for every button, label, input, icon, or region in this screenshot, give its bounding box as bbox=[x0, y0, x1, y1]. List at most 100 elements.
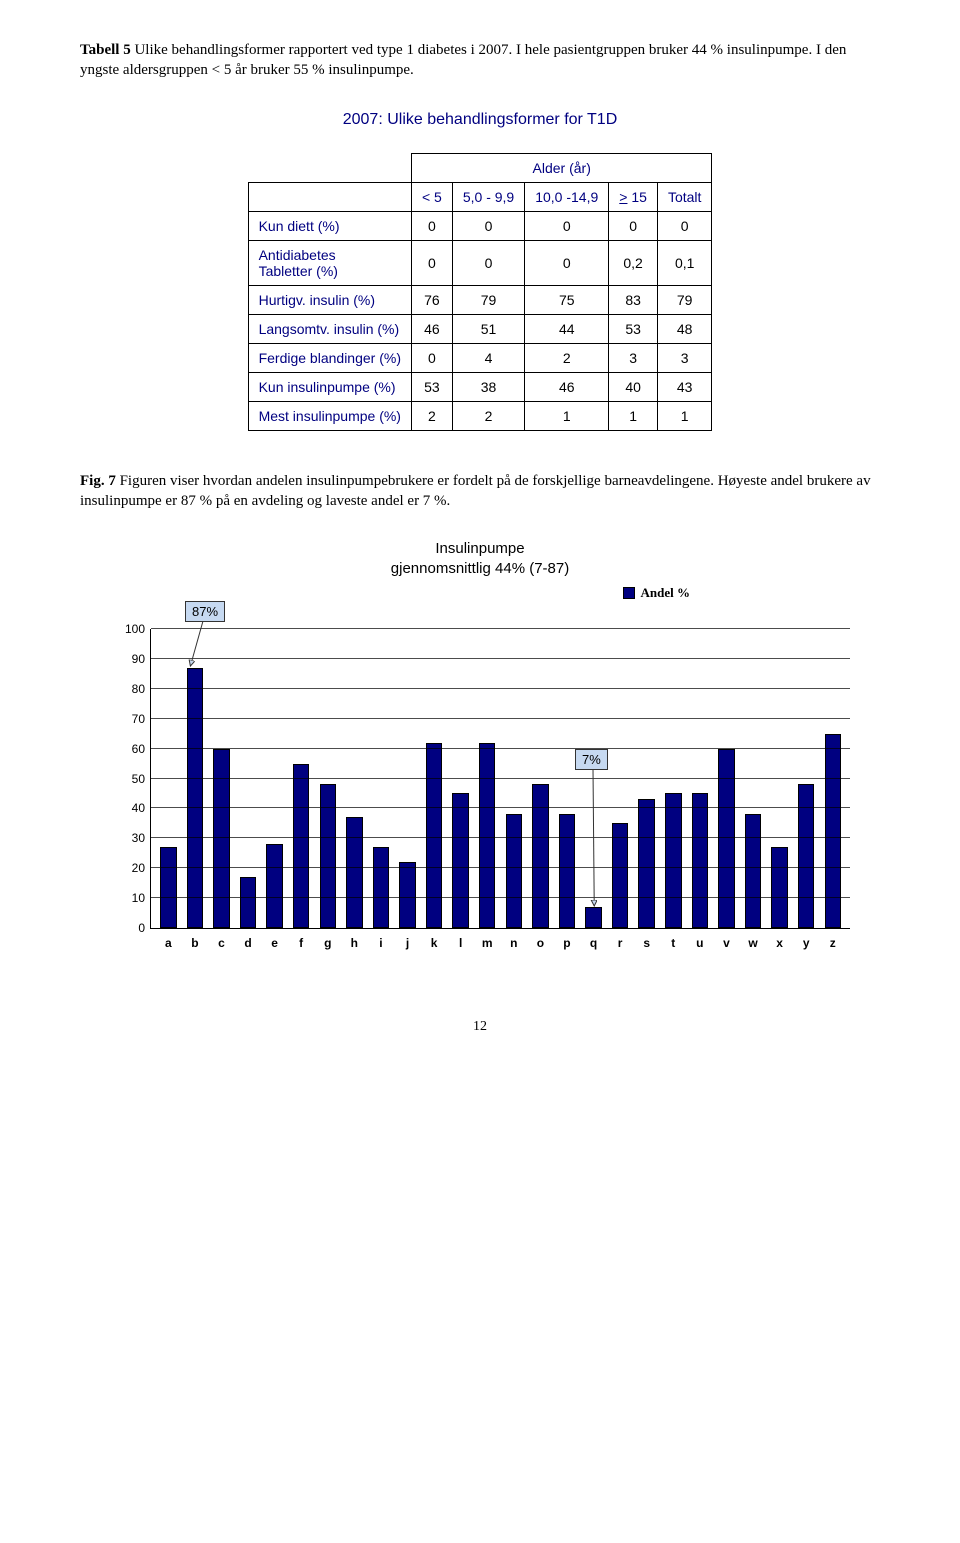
bar bbox=[559, 814, 575, 928]
bar bbox=[585, 907, 601, 928]
table-cell: 4 bbox=[452, 343, 524, 372]
row-label: Langsomtv. insulin (%) bbox=[248, 314, 411, 343]
x-axis-label: n bbox=[501, 936, 528, 950]
table-caption-text: Ulike behandlingsformer rapportert ved t… bbox=[80, 42, 846, 78]
bar bbox=[293, 764, 309, 928]
table-cell: 0 bbox=[525, 240, 609, 285]
bar bbox=[612, 823, 628, 928]
bar bbox=[638, 799, 654, 928]
table-cell: 2 bbox=[525, 343, 609, 372]
table-cell: 79 bbox=[452, 285, 524, 314]
row-label: Kun diett (%) bbox=[248, 211, 411, 240]
bar bbox=[665, 793, 681, 928]
table-cell: 53 bbox=[411, 372, 452, 401]
bar-slot: l bbox=[447, 629, 474, 928]
bar-slot: r bbox=[607, 629, 634, 928]
bar-slot: u bbox=[687, 629, 714, 928]
bar bbox=[399, 862, 415, 928]
x-axis-label: m bbox=[474, 936, 501, 950]
table-column-header: 5,0 - 9,9 bbox=[452, 182, 524, 211]
table-cell: 2 bbox=[452, 401, 524, 430]
legend-swatch bbox=[623, 587, 635, 599]
y-axis-tick: 0 bbox=[113, 921, 145, 935]
bar-slot: f bbox=[288, 629, 315, 928]
table-cell: 0 bbox=[411, 240, 452, 285]
chart-legend: Andel % bbox=[623, 585, 690, 601]
bar-slot: g bbox=[314, 629, 341, 928]
bar-slot: p bbox=[554, 629, 581, 928]
table-column-header: < 5 bbox=[411, 182, 452, 211]
grid-line bbox=[151, 688, 850, 689]
table-cell: 44 bbox=[525, 314, 609, 343]
grid-line bbox=[151, 897, 850, 898]
bar-slot: a bbox=[155, 629, 182, 928]
bar-slot: e bbox=[261, 629, 288, 928]
figure-caption: Fig. 7 Figuren viser hvordan andelen ins… bbox=[80, 471, 880, 512]
table-cell: 1 bbox=[657, 401, 711, 430]
row-label: Hurtigv. insulin (%) bbox=[248, 285, 411, 314]
bar-slot: x bbox=[766, 629, 793, 928]
table-cell: 48 bbox=[657, 314, 711, 343]
grid-line bbox=[151, 748, 850, 749]
y-axis-tick: 10 bbox=[113, 891, 145, 905]
row-label: AntidiabetesTabletter (%) bbox=[248, 240, 411, 285]
table-cell: 0 bbox=[452, 211, 524, 240]
y-axis-tick: 70 bbox=[113, 712, 145, 726]
bar bbox=[240, 877, 256, 928]
table-row: Kun insulinpumpe (%)5338464043 bbox=[248, 372, 712, 401]
table-cell: 3 bbox=[609, 343, 658, 372]
table-cell: 79 bbox=[657, 285, 711, 314]
bar bbox=[346, 817, 362, 928]
x-axis-label: e bbox=[261, 936, 288, 950]
bar bbox=[479, 743, 495, 928]
table-cell: 3 bbox=[657, 343, 711, 372]
table-cell: 0 bbox=[411, 211, 452, 240]
y-axis-tick: 80 bbox=[113, 682, 145, 696]
bar bbox=[692, 793, 708, 928]
x-axis-label: f bbox=[288, 936, 315, 950]
chart-title: Insulinpumpe gjennomsnittlig 44% (7-87) bbox=[100, 539, 860, 578]
table-cell: 0 bbox=[657, 211, 711, 240]
table-row: Ferdige blandinger (%)04233 bbox=[248, 343, 712, 372]
x-axis-label: q bbox=[580, 936, 607, 950]
bar bbox=[373, 847, 389, 928]
x-axis-label: c bbox=[208, 936, 235, 950]
x-axis-label: r bbox=[607, 936, 634, 950]
bar-slot: d bbox=[235, 629, 262, 928]
grid-line bbox=[151, 867, 850, 868]
grid-line bbox=[151, 658, 850, 659]
table-cell: 46 bbox=[411, 314, 452, 343]
bar-slot: b bbox=[182, 629, 209, 928]
bar bbox=[426, 743, 442, 928]
x-axis-label: d bbox=[235, 936, 262, 950]
x-axis-label: a bbox=[155, 936, 182, 950]
bar-slot: j bbox=[394, 629, 421, 928]
x-axis-label: u bbox=[687, 936, 714, 950]
bar-slot: y bbox=[793, 629, 820, 928]
treatment-table: Alder (år) < 55,0 - 9,910,0 -14,9> 15Tot… bbox=[248, 153, 713, 431]
table-cell: 2 bbox=[411, 401, 452, 430]
x-axis-label: z bbox=[819, 936, 846, 950]
bar bbox=[320, 784, 336, 928]
figure-caption-text: Figuren viser hvordan andelen insulinpum… bbox=[80, 473, 871, 509]
figure-label: Fig. 7 bbox=[80, 473, 116, 489]
bar-slot: h bbox=[341, 629, 368, 928]
x-axis-label: w bbox=[740, 936, 767, 950]
grid-line bbox=[151, 837, 850, 838]
x-axis-label: t bbox=[660, 936, 687, 950]
bar bbox=[506, 814, 522, 928]
chart-plot-area: abcdefghijklmnopqrstuvwxyz 0102030405060… bbox=[150, 629, 850, 929]
bar bbox=[798, 784, 814, 928]
callout-label: 7% bbox=[575, 749, 608, 770]
x-axis-label: h bbox=[341, 936, 368, 950]
y-axis-tick: 100 bbox=[113, 622, 145, 636]
bar bbox=[532, 784, 548, 928]
x-axis-label: v bbox=[713, 936, 740, 950]
x-axis-label: l bbox=[447, 936, 474, 950]
table-subtitle: 2007: Ulike behandlingsformer for T1D bbox=[80, 111, 880, 129]
table-column-header: 10,0 -14,9 bbox=[525, 182, 609, 211]
bar-slot: c bbox=[208, 629, 235, 928]
y-axis-tick: 60 bbox=[113, 742, 145, 756]
bar-slot: m bbox=[474, 629, 501, 928]
table-cell: 0 bbox=[452, 240, 524, 285]
